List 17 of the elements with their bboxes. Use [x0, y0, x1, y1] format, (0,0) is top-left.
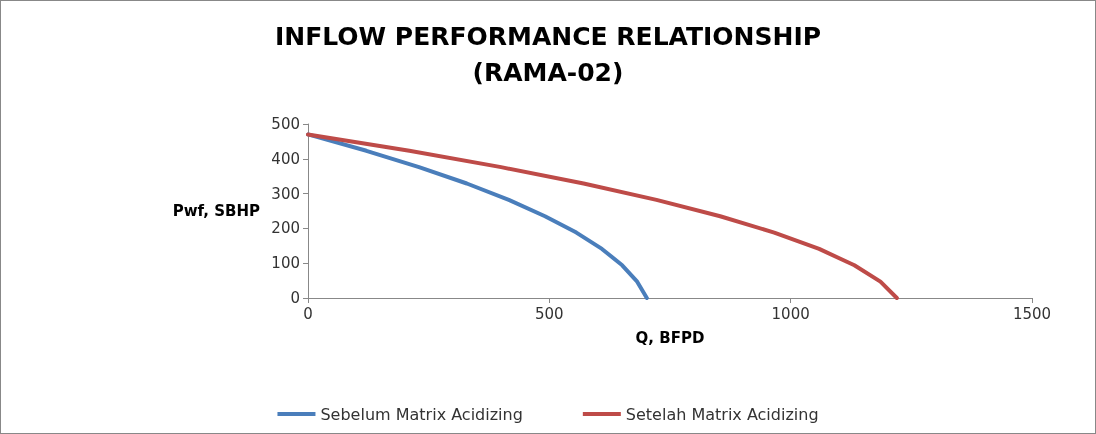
legend-label: Setelah Matrix Acidizing [625, 404, 819, 424]
line-series [306, 132, 649, 300]
y-tick-label: 100 [271, 254, 300, 273]
x-tick-label: 1500 [1012, 304, 1052, 323]
y-tick-label: 400 [271, 149, 300, 168]
x-tick-label: 500 [535, 304, 564, 323]
y-tick-label: 0 [290, 289, 300, 307]
legend-label: Sebelum Matrix Acidizing [320, 404, 523, 424]
x-tick-label: 0 [303, 304, 313, 323]
y-tick-label: 300 [271, 184, 300, 203]
x-axis-title: Q, BFPD [635, 328, 705, 347]
line-series [306, 132, 899, 300]
x-tick-label: 1000 [771, 304, 810, 323]
y-axis-title: Pwf, SBHP [172, 202, 260, 220]
y-tick-label: 500 [271, 115, 300, 133]
y-tick-label: 200 [271, 219, 300, 238]
chart-title: INFLOW PERFORMANCE RELATIONSHIP (RAMA-02) [274, 21, 822, 87]
